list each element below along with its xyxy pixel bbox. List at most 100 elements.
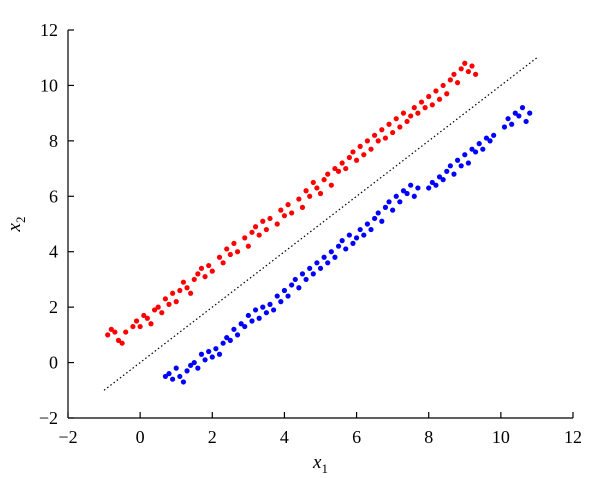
data-point-series-2 [487,138,493,144]
data-point-series-2 [350,240,356,246]
data-point-series-1 [397,124,403,130]
data-point-series-1 [368,146,374,152]
y-tick-label: 2 [49,297,58,317]
data-point-series-2 [278,299,284,305]
data-point-series-2 [252,307,259,313]
y-tick-label: 6 [49,186,58,206]
data-point-series-2 [274,293,280,299]
y-axis-title-sub: 2 [13,217,28,224]
data-point-series-1 [289,210,295,216]
data-point-series-1 [224,246,230,252]
data-point-series-1 [404,118,410,125]
data-point-series-1 [166,301,172,307]
data-point-series-2 [162,373,168,380]
axes-layer: −2 0 2 4 6 8 10 12 −2 0 2 4 6 8 10 12 [39,20,582,447]
data-point-series-1 [242,235,248,241]
data-point-series-2 [335,243,342,249]
points-layer [105,60,533,385]
data-point-series-2 [180,379,187,385]
data-point-series-1 [372,132,378,138]
data-point-series-1 [375,138,381,144]
data-point-series-2 [415,185,421,191]
data-point-series-1 [155,304,161,310]
data-point-series-2 [444,168,450,174]
data-point-series-1 [307,193,313,199]
data-point-series-1 [249,229,255,235]
data-point-series-1 [429,102,435,108]
data-point-series-2 [375,210,381,216]
data-point-series-1 [148,321,154,327]
data-point-series-1 [335,168,342,174]
y-tick-label: −2 [39,408,58,428]
data-point-series-1 [162,296,168,302]
data-point-series-2 [429,179,435,186]
data-point-series-2 [390,207,396,213]
x-axis-title-sub: 1 [321,461,328,473]
data-point-series-1 [180,279,187,285]
data-point-series-2 [433,182,439,188]
data-point-series-1 [339,160,345,166]
data-point-series-2 [227,337,233,343]
data-point-series-2 [289,282,295,288]
data-point-series-2 [364,221,370,227]
data-point-series-2 [321,254,327,260]
data-point-series-2 [216,351,223,357]
data-point-series-2 [527,110,533,116]
data-point-series-2 [310,271,316,277]
data-point-series-1 [408,113,414,119]
data-point-series-1 [382,135,389,141]
data-point-series-1 [332,165,338,172]
data-point-series-1 [350,149,356,155]
data-point-series-2 [379,218,385,224]
data-point-series-2 [480,146,486,152]
data-point-series-2 [509,121,515,127]
data-point-series-2 [296,285,302,291]
data-point-series-2 [224,335,230,341]
data-point-series-1 [267,215,273,222]
data-point-series-1 [303,188,309,194]
data-point-series-2 [339,238,345,244]
data-point-series-1 [206,262,212,269]
data-point-series-1 [469,63,475,69]
data-point-series-1 [234,249,241,255]
data-point-series-2 [473,149,479,155]
data-point-series-2 [303,276,309,283]
data-point-series-1 [202,274,208,280]
data-point-series-1 [278,207,284,213]
data-point-series-1 [231,240,237,246]
data-point-series-1 [263,226,269,233]
data-point-series-1 [343,165,349,172]
x-tick-label: 8 [424,427,433,447]
data-point-series-2 [299,271,306,277]
data-point-series-2 [245,312,251,319]
data-point-series-1 [426,93,432,100]
data-point-series-2 [260,304,266,310]
data-point-series-1 [256,232,262,238]
data-point-series-1 [133,318,140,324]
data-point-series-2 [166,371,172,377]
y-axis-title-base: x [4,222,25,232]
data-point-series-1 [447,77,453,83]
y-tick-label: 0 [49,353,58,373]
x-tick-label: 4 [280,427,289,447]
data-point-series-1 [415,110,421,116]
x-tick-label: 10 [492,427,510,447]
data-point-series-1 [260,218,266,224]
data-point-series-2 [325,260,331,266]
data-point-series-1 [299,204,306,210]
data-point-series-2 [516,113,522,119]
data-point-series-2 [426,185,432,191]
data-point-series-2 [469,146,475,152]
data-point-series-2 [411,193,417,199]
data-point-series-1 [353,157,360,163]
data-point-series-1 [458,66,464,72]
data-point-series-1 [130,323,136,330]
data-point-series-2 [220,340,226,346]
data-point-series-1 [119,340,125,346]
data-point-series-1 [191,276,197,283]
data-point-series-1 [198,265,205,271]
y-tick-label: 10 [40,75,58,95]
data-point-series-1 [112,329,118,335]
data-point-series-1 [364,138,370,144]
data-point-series-1 [462,60,468,66]
